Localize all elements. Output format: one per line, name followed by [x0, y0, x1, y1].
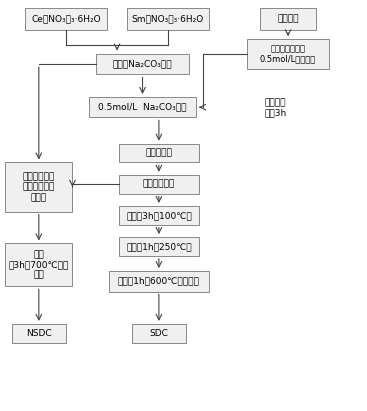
FancyBboxPatch shape — [89, 97, 196, 118]
FancyBboxPatch shape — [119, 237, 199, 256]
FancyBboxPatch shape — [5, 162, 73, 212]
FancyBboxPatch shape — [25, 9, 107, 30]
Text: 干燥（3h，100℃）: 干燥（3h，100℃） — [126, 211, 192, 220]
FancyBboxPatch shape — [132, 324, 186, 343]
FancyBboxPatch shape — [96, 54, 189, 74]
FancyBboxPatch shape — [11, 324, 66, 343]
Text: 两种固体按适
当的比例用乙
醇混合: 两种固体按适 当的比例用乙 醇混合 — [23, 172, 55, 202]
FancyBboxPatch shape — [119, 206, 199, 225]
FancyBboxPatch shape — [109, 271, 209, 291]
Text: 过滤出沉淠: 过滤出沉淠 — [145, 148, 172, 157]
FancyBboxPatch shape — [127, 9, 209, 30]
Text: 0.5mol/L  Na₂CO₃溶液: 0.5mol/L Na₂CO₃溶液 — [98, 103, 187, 112]
Text: 逐滴加入
搔抁3h: 逐滴加入 搔抁3h — [264, 98, 287, 118]
Text: Ce（NO₃）₃·6H₂O: Ce（NO₃）₃·6H₂O — [31, 15, 101, 23]
Text: 干燥（1h，250℃）: 干燥（1h，250℃） — [126, 242, 192, 251]
Text: 烧结
（3h，700℃，炉
冷）: 烧结 （3h，700℃，炉 冷） — [9, 250, 69, 280]
FancyBboxPatch shape — [247, 39, 329, 69]
Text: Sm（NO₃）₃·6H₂O: Sm（NO₃）₃·6H₂O — [132, 15, 204, 23]
Text: SDC: SDC — [149, 329, 168, 338]
Text: 去离子水: 去离子水 — [277, 15, 299, 23]
Text: 稍过量Na₂CO₃固体: 稍过量Na₂CO₃固体 — [113, 60, 172, 69]
Text: 去离子水清洗: 去离子水清洗 — [143, 180, 175, 189]
FancyBboxPatch shape — [260, 9, 316, 30]
Text: 按一定比例配成
0.5mol/L混合溶液: 按一定比例配成 0.5mol/L混合溶液 — [260, 44, 316, 64]
Text: 烧结（1h，600℃，炉冷）: 烧结（1h，600℃，炉冷） — [118, 277, 200, 286]
FancyBboxPatch shape — [119, 144, 199, 162]
FancyBboxPatch shape — [119, 175, 199, 194]
FancyBboxPatch shape — [5, 243, 73, 286]
Text: NSDC: NSDC — [26, 329, 52, 338]
